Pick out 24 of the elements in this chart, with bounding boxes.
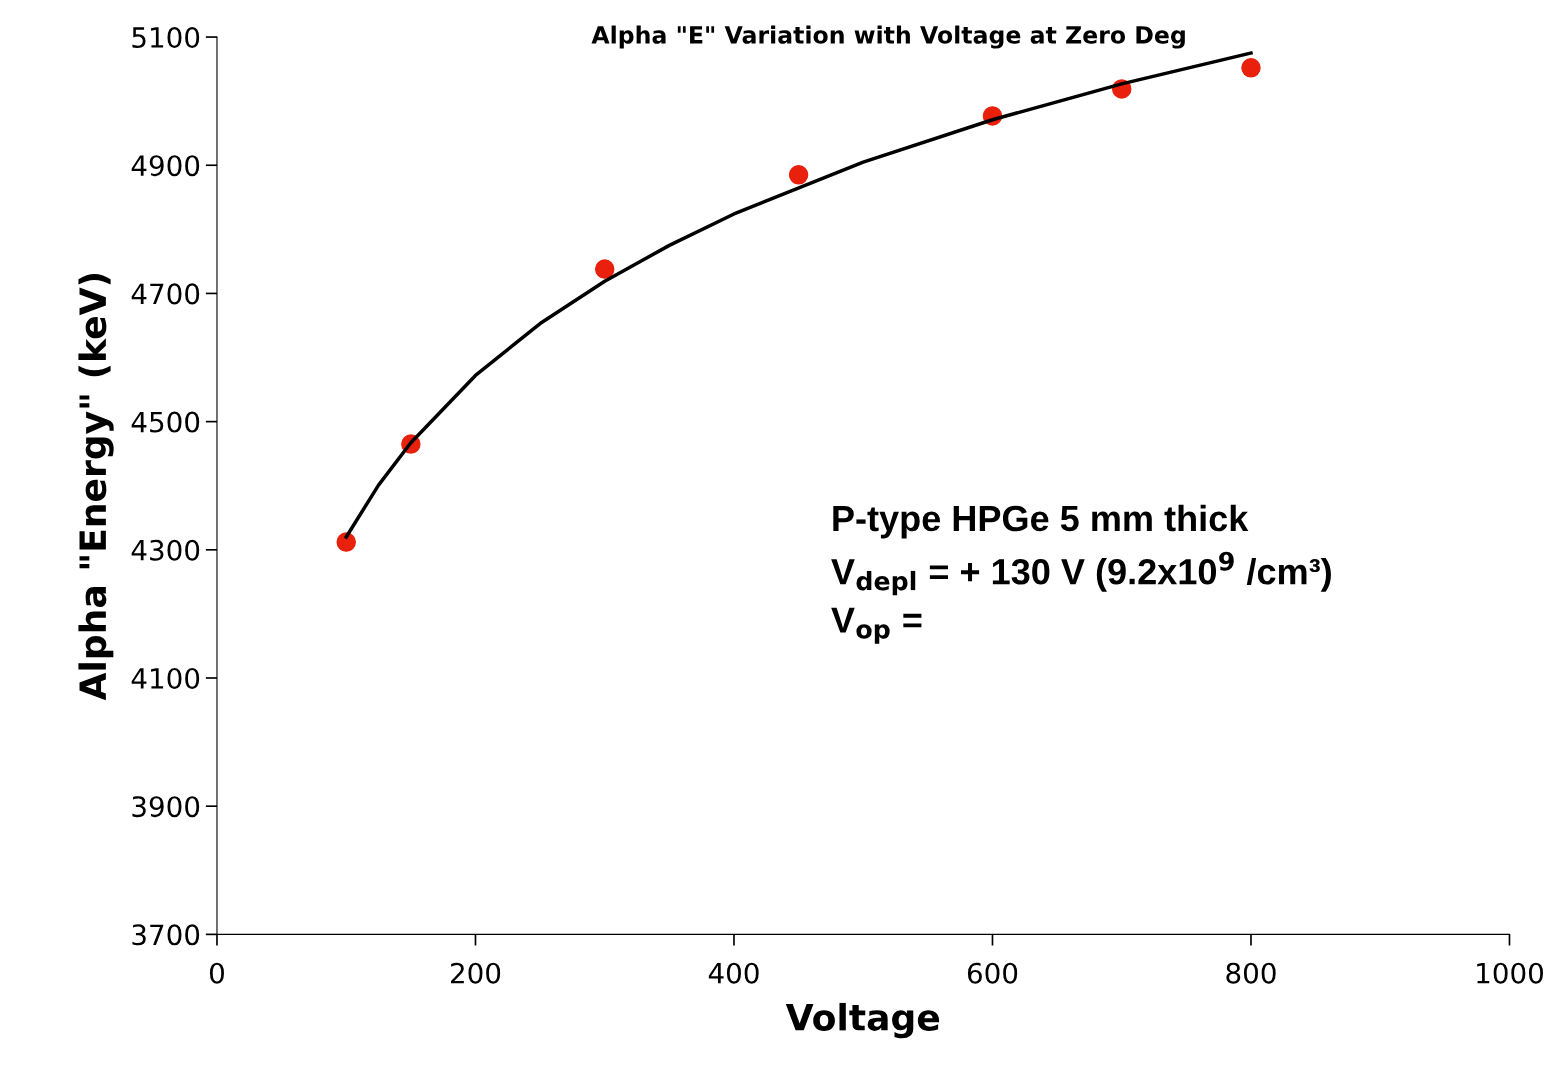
annotation: P-type HPGe 5 mm thick [833, 504, 1249, 539]
y-tick-label: 4900 [131, 155, 200, 177]
y-tick-label: 3700 [132, 924, 200, 946]
chart-title: Alpha "E" Variation with Voltage at Zero Deg [591, 25, 1185, 49]
point [1241, 58, 1261, 78]
y-tick-label: 4300 [131, 539, 200, 561]
x-axis-title: Voltage [785, 1002, 940, 1039]
x-tick-label: 200 [451, 962, 501, 984]
y-tick-label: 4700 [131, 283, 200, 305]
x-tick-label: 600 [967, 962, 1018, 984]
y-tick-label: 4100 [131, 667, 200, 689]
y-tick-label: 5100 [132, 26, 200, 48]
x-tick-label: 800 [1226, 962, 1276, 984]
x-tick-label: 1000 [1477, 962, 1543, 984]
point [336, 532, 356, 552]
x-tick-label: 400 [708, 962, 759, 984]
point [788, 165, 809, 185]
point [594, 259, 615, 279]
y-tick-label: 4500 [131, 411, 200, 433]
y-axis-title: Alpha "Energy" (keV) [78, 274, 114, 701]
annotation: V$_{op}$ = [831, 607, 922, 644]
annotation: V$_{depl}$ = + 130 V (9.2x10$^{9}$ /cm³) [831, 551, 1331, 596]
x-tick-label: 0 [209, 962, 224, 984]
y-tick-label: 3900 [132, 796, 200, 818]
